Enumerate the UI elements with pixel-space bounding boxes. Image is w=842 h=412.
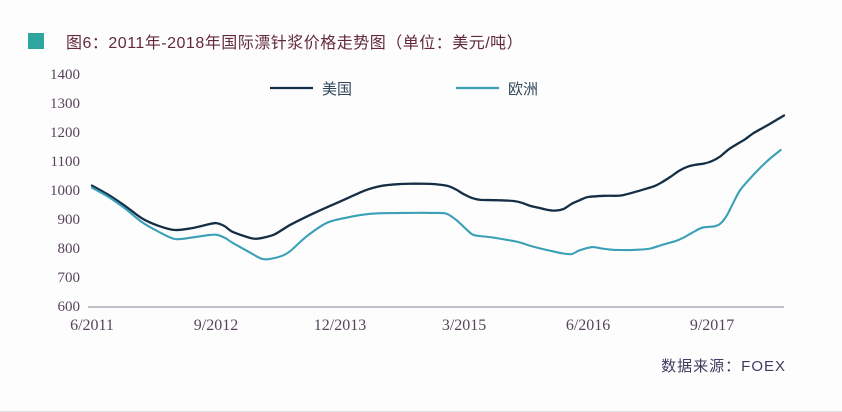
x-axis-tick-label: 9/2012 (194, 317, 238, 334)
x-axis-tick-label: 3/2015 (442, 317, 486, 334)
series-line-us (90, 114, 786, 240)
data-source-note: 数据来源：FOEX (661, 358, 786, 375)
x-axis-tick-label: 9/2017 (690, 317, 734, 334)
title-bullet-square-icon (28, 33, 44, 49)
y-axis-tick-label: 600 (58, 299, 81, 315)
y-axis-tick-label: 900 (58, 212, 81, 228)
x-axis-tick-label: 6/2016 (566, 317, 610, 334)
y-axis-tick-label: 1200 (50, 125, 80, 141)
y-axis-tick-label: 1300 (50, 96, 80, 112)
figure-header: 图6：2011年-2018年国际漂针浆价格走势图（单位：美元/吨） (28, 29, 523, 53)
legend-label-europe: 欧洲 (508, 81, 538, 98)
x-axis-tick-label: 12/2013 (314, 317, 366, 334)
y-axis-tick-label: 1400 (50, 67, 80, 83)
y-axis-tick-label: 1000 (50, 183, 80, 199)
series-line-europe (90, 148, 782, 261)
y-axis-tick-label: 1100 (51, 154, 80, 170)
legend-label-us: 美国 (322, 81, 352, 98)
y-axis-tick-label: 800 (58, 241, 81, 257)
x-axis-tick-label: 6/2011 (70, 317, 114, 334)
y-axis-tick-label: 700 (58, 270, 81, 286)
chart-title: 图6：2011年-2018年国际漂针浆价格走势图（单位：美元/吨） (66, 35, 524, 52)
